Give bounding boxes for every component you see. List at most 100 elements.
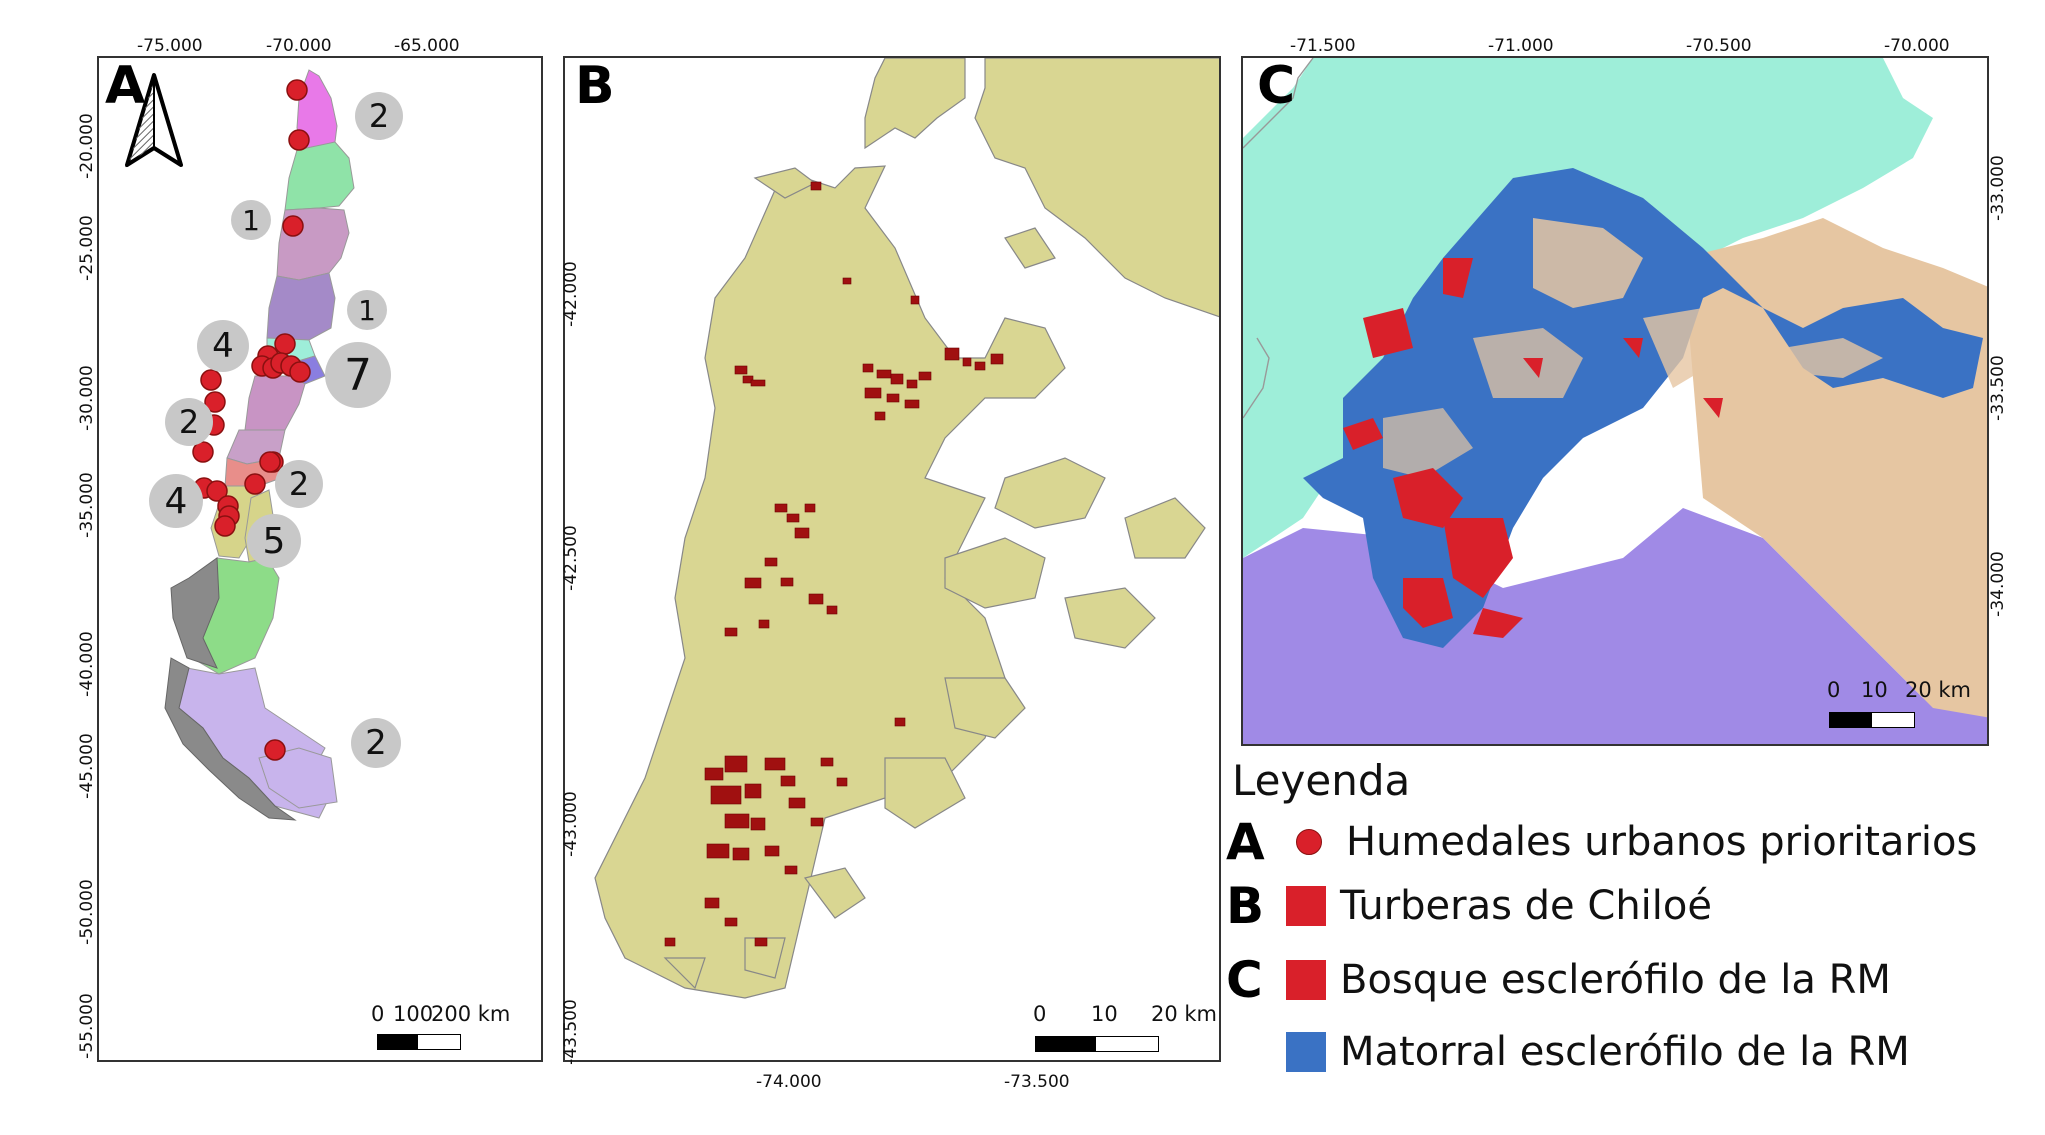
peat-patch: [944, 347, 960, 361]
region-coquimbo: [266, 272, 336, 341]
panel-c-map: C 0 10 20 km: [1241, 56, 1989, 746]
peat-patch: [758, 619, 770, 629]
island-se-1: [803, 867, 866, 919]
count-bubble-los-rios: 4: [149, 474, 203, 528]
legend-square-icon: [1286, 886, 1326, 926]
chile-regions-map: [164, 69, 355, 821]
wetland-point: [286, 79, 308, 101]
island-east-5: [944, 677, 1026, 739]
peat-patch: [804, 503, 816, 513]
peat-patch: [750, 379, 766, 387]
forest-patch: [1623, 338, 1643, 358]
panel-a-lon-tick: -65.000: [394, 36, 460, 56]
panel-c-lat-tick: -33.500: [1987, 355, 2008, 421]
panel-b-lat-tick: -42.500: [560, 525, 581, 591]
wetland-point: [282, 215, 304, 237]
island-east-6: [884, 757, 966, 829]
peat-patch: [664, 937, 676, 947]
peat-patch: [906, 379, 918, 389]
wetland-point: [264, 739, 286, 761]
panel-a-map: A 2 1 1: [97, 56, 543, 1062]
north-arrow-icon: [125, 73, 183, 168]
peat-patch: [890, 373, 904, 385]
peat-patch: [750, 817, 766, 831]
peat-patch: [724, 755, 748, 773]
peat-patch: [784, 865, 798, 875]
forest-patch: [1523, 358, 1543, 378]
forest-patch: [1403, 578, 1453, 628]
panel-b-lon-tick: -74.000: [756, 1072, 822, 1092]
count-bubble-arica: 2: [355, 92, 403, 140]
count-bubble-atacama: 1: [347, 290, 387, 330]
panel-c-letter: C: [1257, 56, 1296, 116]
peat-patches: [664, 181, 1004, 947]
count-bubble-antofagasta: 1: [231, 200, 271, 240]
island-se-2: [744, 937, 786, 979]
peat-patch: [780, 775, 796, 787]
wetland-point: [274, 333, 296, 355]
peat-patch: [894, 717, 906, 727]
panel-b-lon-tick: -73.500: [1004, 1072, 1070, 1092]
scale-label-mid: 10: [1091, 1002, 1118, 1026]
peat-patch: [734, 365, 748, 375]
legend-row-c: C Bosque esclerófilo de la RM: [1226, 950, 1891, 1010]
mainland-coast: [864, 58, 966, 150]
panel-c-lon-tick: -70.000: [1884, 36, 1950, 56]
wetland-point: [244, 473, 266, 495]
panel-a-lat-tick: -30.000: [76, 365, 97, 431]
legend-label: Turberas de Chiloé: [1340, 883, 1712, 929]
legend-key: C: [1226, 951, 1263, 1009]
peat-patch: [842, 277, 852, 285]
count-bubble-magallanes: 2: [351, 718, 401, 768]
tierra-del-fuego: [258, 747, 338, 809]
scale-label-mid: 10: [1861, 678, 1888, 702]
legend-row-d: Matorral esclerófilo de la RM: [1226, 1022, 1910, 1082]
legend-square-icon: [1286, 1032, 1326, 1072]
panel-a-lon-tick: -75.000: [137, 36, 203, 56]
peat-patch: [862, 363, 874, 373]
forest-patch: [1473, 608, 1523, 638]
legend-square-icon: [1286, 960, 1326, 1000]
peat-patch: [774, 503, 788, 513]
wetland-point: [204, 391, 226, 413]
panel-a-letter: A: [105, 56, 146, 116]
peat-patch: [764, 757, 786, 771]
panel-a-lat-tick: -35.000: [76, 472, 97, 538]
panel-c-scalebar: 0 10 20 km: [1823, 678, 1983, 728]
forest-patch: [1363, 308, 1413, 358]
peat-patch: [724, 917, 738, 927]
island-east-2: [944, 537, 1046, 609]
peat-patch: [820, 757, 834, 767]
panel-b-scalebar: 0 10 20 km: [1021, 1002, 1219, 1052]
peat-patch: [764, 845, 780, 857]
scale-label-end: 20 km: [1905, 678, 1972, 702]
peat-patch: [962, 357, 972, 367]
legend-label: Bosque esclerófilo de la RM: [1340, 957, 1891, 1003]
region-antofagasta: [284, 141, 355, 211]
wetland-point: [206, 480, 228, 502]
peat-patch: [754, 937, 768, 947]
fjords-magallanes: [164, 657, 297, 821]
peat-patch: [724, 627, 738, 637]
legend-label: Humedales urbanos prioritarios: [1346, 819, 1978, 865]
panel-a-lat-tick: -50.000: [76, 879, 97, 945]
panel-a-lat-tick: -40.000: [76, 631, 97, 697]
panel-c-lat-tick: -34.000: [1987, 551, 2008, 617]
panel-a-lat-tick: -45.000: [76, 733, 97, 799]
count-bubble-valparaiso: 4: [197, 320, 249, 372]
panel-a-lat-tick: -20.000: [76, 113, 97, 179]
peat-patch: [874, 411, 886, 421]
peat-patch: [836, 777, 848, 787]
wetland-points: [192, 79, 311, 761]
island-ne-2: [1004, 227, 1056, 269]
peat-patch: [704, 897, 720, 909]
legend-key: A: [1226, 813, 1265, 871]
count-bubble-biobio: 2: [165, 398, 213, 446]
peat-patch: [876, 369, 892, 379]
panel-b-letter: B: [575, 56, 615, 116]
peat-patch: [742, 375, 754, 384]
peat-patch: [810, 181, 822, 191]
wetland-point: [192, 441, 214, 463]
scale-label-end: 20 km: [1151, 1002, 1218, 1026]
peat-patch: [990, 353, 1004, 365]
